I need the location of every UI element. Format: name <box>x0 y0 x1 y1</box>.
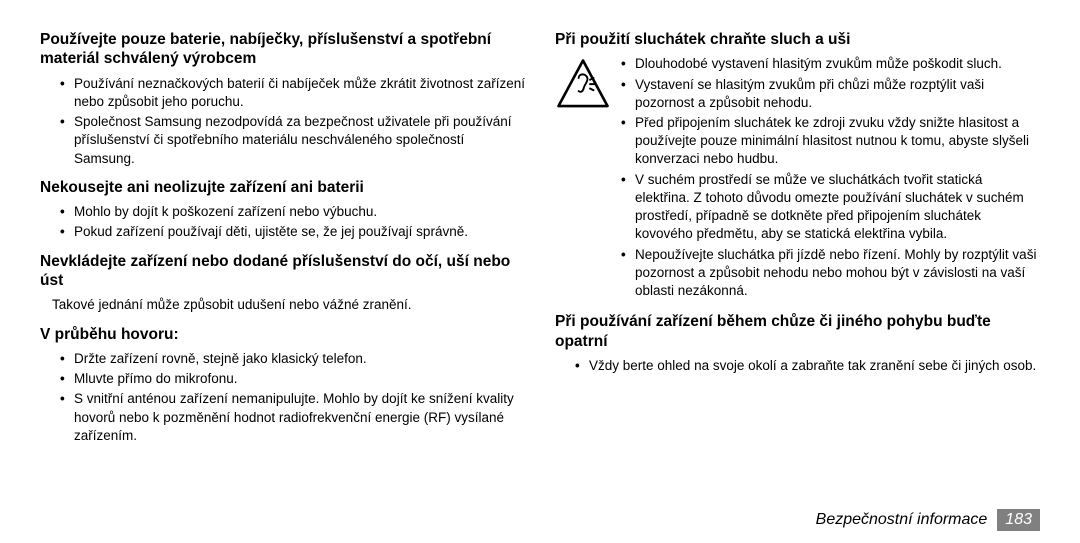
list-item: Držte zařízení rovně, stejně jako klasic… <box>60 350 525 368</box>
list-walking: Vždy berte ohled na svoje okolí a zabraň… <box>575 357 1040 375</box>
list-item: Mohlo by dojít k poškození zařízení nebo… <box>60 203 525 221</box>
paragraph-noinsert: Takové jednání může způsobit udušení neb… <box>52 296 525 314</box>
list-item: Vždy berte ohled na svoje okolí a zabraň… <box>575 357 1040 375</box>
list-item: Nepoužívejte sluchátka při jízdě nebo ří… <box>621 246 1040 301</box>
heading-nobite: Nekousejte ani neolizujte zařízení ani b… <box>40 178 525 197</box>
list-item: Pokud zařízení používají děti, ujistěte … <box>60 223 525 241</box>
list-hearing: Dlouhodobé vystavení hlasitým zvukům můž… <box>621 55 1040 302</box>
page-footer: Bezpečnostní informace 183 <box>816 509 1040 531</box>
list-item: Dlouhodobé vystavení hlasitým zvukům můž… <box>621 55 1040 73</box>
heading-walking: Při používání zařízení během chůze či ji… <box>555 312 1040 351</box>
list-item: Mluvte přímo do mikrofonu. <box>60 370 525 388</box>
heading-hearing: Při použití sluchátek chraňte sluch a uš… <box>555 30 1040 49</box>
list-duringcall: Držte zařízení rovně, stejně jako klasic… <box>60 350 525 445</box>
left-column: Používejte pouze baterie, nabíječky, pří… <box>40 30 525 500</box>
heading-duringcall: V průběhu hovoru: <box>40 325 525 344</box>
heading-batteries: Používejte pouze baterie, nabíječky, pří… <box>40 30 525 69</box>
list-item: S vnitřní anténou zařízení nemanipulujte… <box>60 390 525 445</box>
footer-label: Bezpečnostní informace <box>816 511 988 529</box>
page-number-badge: 183 <box>997 509 1040 531</box>
right-column: Při použití sluchátek chraňte sluch a uš… <box>555 30 1040 500</box>
list-item: Před připojením sluchátek ke zdroji zvuk… <box>621 114 1040 169</box>
list-item: V suchém prostředí se může ve sluchátkác… <box>621 171 1040 244</box>
ear-warning-icon <box>555 57 611 113</box>
list-item: Používání neznačkových baterií či nabíje… <box>60 75 525 111</box>
list-nobite: Mohlo by dojít k poškození zařízení nebo… <box>60 203 525 241</box>
list-item: Vystavení se hlasitým zvukům při chůzi m… <box>621 76 1040 112</box>
list-item: Společnost Samsung nezodpovídá za bezpeč… <box>60 113 525 168</box>
list-batteries: Používání neznačkových baterií či nabíje… <box>60 75 525 168</box>
heading-noinsert: Nevkládejte zařízení nebo dodané přísluš… <box>40 252 525 291</box>
